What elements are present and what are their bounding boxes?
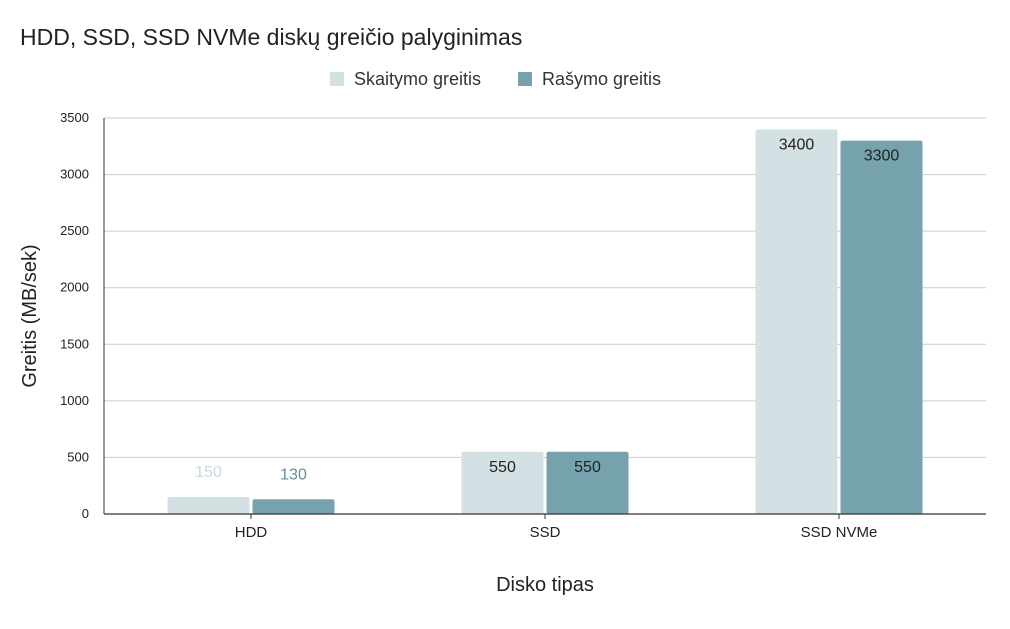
bar xyxy=(546,451,629,514)
data-label: 3300 xyxy=(864,148,900,165)
bar xyxy=(167,497,250,514)
bar xyxy=(461,451,544,514)
legend-swatch xyxy=(330,72,344,86)
x-tick-label: SSD xyxy=(530,524,561,541)
bar xyxy=(840,140,923,514)
data-label: 150 xyxy=(195,464,222,481)
y-tick-label: 0 xyxy=(82,506,89,521)
x-tick-label: HDD xyxy=(235,524,268,541)
legend-label: Skaitymo greitis xyxy=(354,69,481,89)
y-tick-label: 1500 xyxy=(60,336,89,351)
data-label: 130 xyxy=(280,466,307,483)
legend-label: Rašymo greitis xyxy=(542,69,661,89)
data-label: 3400 xyxy=(779,136,815,153)
y-tick-label: 2500 xyxy=(60,223,89,238)
y-tick-label: 500 xyxy=(67,449,89,464)
data-label: 550 xyxy=(489,459,516,476)
x-axis-title: Disko tipas xyxy=(496,574,594,596)
y-tick-label: 2000 xyxy=(60,280,89,295)
y-tick-label: 1000 xyxy=(60,393,89,408)
bar xyxy=(755,129,838,515)
y-tick-label: 3500 xyxy=(60,110,89,125)
bar xyxy=(252,499,335,514)
data-label: 550 xyxy=(574,459,601,476)
x-tick-label: SSD NVMe xyxy=(801,524,878,541)
y-tick-label: 3000 xyxy=(60,167,89,182)
chart-title: HDD, SSD, SSD NVMe diskų greičio palygin… xyxy=(20,24,523,50)
legend-swatch xyxy=(518,72,532,86)
y-axis-title: Greitis (MB/sek) xyxy=(19,244,41,387)
